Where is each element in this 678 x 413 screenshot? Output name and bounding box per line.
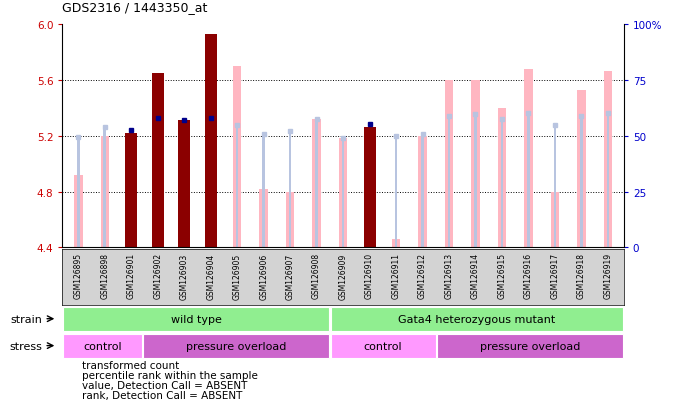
Text: GSM126916: GSM126916 [524, 253, 533, 299]
Text: GSM126901: GSM126901 [127, 253, 136, 299]
Bar [143, 335, 329, 358]
Text: GSM126902: GSM126902 [153, 253, 162, 299]
Bar [260, 189, 268, 248]
Text: GSM126914: GSM126914 [471, 253, 480, 299]
Bar [63, 308, 329, 331]
Bar [125, 133, 137, 248]
Bar [392, 240, 400, 248]
Bar [527, 114, 530, 248]
Text: GSM126904: GSM126904 [206, 253, 215, 299]
Text: GSM126905: GSM126905 [233, 253, 241, 299]
Bar [551, 192, 559, 248]
Bar [445, 81, 453, 248]
Text: GSM126906: GSM126906 [259, 253, 268, 299]
Text: GSM126913: GSM126913 [445, 253, 454, 299]
Text: GSM126898: GSM126898 [100, 253, 109, 299]
Bar [437, 335, 623, 358]
Text: GDS2316 / 1443350_at: GDS2316 / 1443350_at [62, 2, 207, 14]
Bar [233, 66, 241, 248]
Bar [205, 35, 217, 248]
Bar [315, 119, 318, 248]
Bar [580, 117, 582, 248]
Bar [77, 138, 79, 248]
Bar [100, 136, 109, 248]
Bar [74, 176, 83, 248]
Bar [421, 134, 424, 248]
Bar [603, 72, 612, 248]
Bar [474, 115, 477, 248]
Bar [313, 119, 321, 248]
Bar [286, 192, 294, 248]
Text: control: control [364, 341, 403, 351]
Bar [262, 134, 265, 248]
Text: rank, Detection Call = ABSENT: rank, Detection Call = ABSENT [82, 390, 243, 400]
Text: percentile rank within the sample: percentile rank within the sample [82, 370, 258, 380]
Bar [395, 136, 397, 248]
Text: GSM126895: GSM126895 [74, 253, 83, 299]
Bar [524, 69, 533, 248]
Text: strain: strain [11, 314, 43, 324]
Bar [500, 119, 503, 248]
Text: GSM126911: GSM126911 [391, 253, 401, 299]
Bar [63, 335, 142, 358]
Text: GSM126907: GSM126907 [285, 253, 295, 299]
Text: GSM126918: GSM126918 [577, 253, 586, 299]
Bar [342, 139, 344, 248]
Bar [471, 81, 480, 248]
Bar [104, 127, 106, 248]
Text: pressure overload: pressure overload [186, 341, 286, 351]
Text: GSM126917: GSM126917 [551, 253, 559, 299]
Bar [553, 126, 556, 248]
Bar [330, 308, 623, 331]
Bar [577, 90, 586, 248]
Bar [289, 131, 292, 248]
Text: control: control [83, 341, 122, 351]
Text: GSM126909: GSM126909 [338, 253, 348, 299]
Bar [447, 117, 450, 248]
Bar [607, 114, 610, 248]
Text: Gata4 heterozygous mutant: Gata4 heterozygous mutant [398, 314, 555, 325]
Text: GSM126910: GSM126910 [365, 253, 374, 299]
Text: GSM126915: GSM126915 [498, 253, 506, 299]
Text: pressure overload: pressure overload [480, 341, 580, 351]
Text: GSM126903: GSM126903 [180, 253, 188, 299]
Text: GSM126908: GSM126908 [312, 253, 321, 299]
Bar [498, 108, 506, 248]
Bar [330, 335, 436, 358]
Bar [363, 128, 376, 248]
Bar [339, 139, 347, 248]
Bar [236, 126, 239, 248]
Bar [152, 74, 163, 248]
Text: transformed count: transformed count [82, 361, 179, 370]
Bar [418, 136, 426, 248]
Text: GSM126919: GSM126919 [603, 253, 612, 299]
Text: wild type: wild type [171, 314, 222, 325]
Text: stress: stress [9, 341, 43, 351]
Text: GSM126912: GSM126912 [418, 253, 427, 299]
Text: value, Detection Call = ABSENT: value, Detection Call = ABSENT [82, 380, 247, 390]
Bar [178, 121, 190, 248]
